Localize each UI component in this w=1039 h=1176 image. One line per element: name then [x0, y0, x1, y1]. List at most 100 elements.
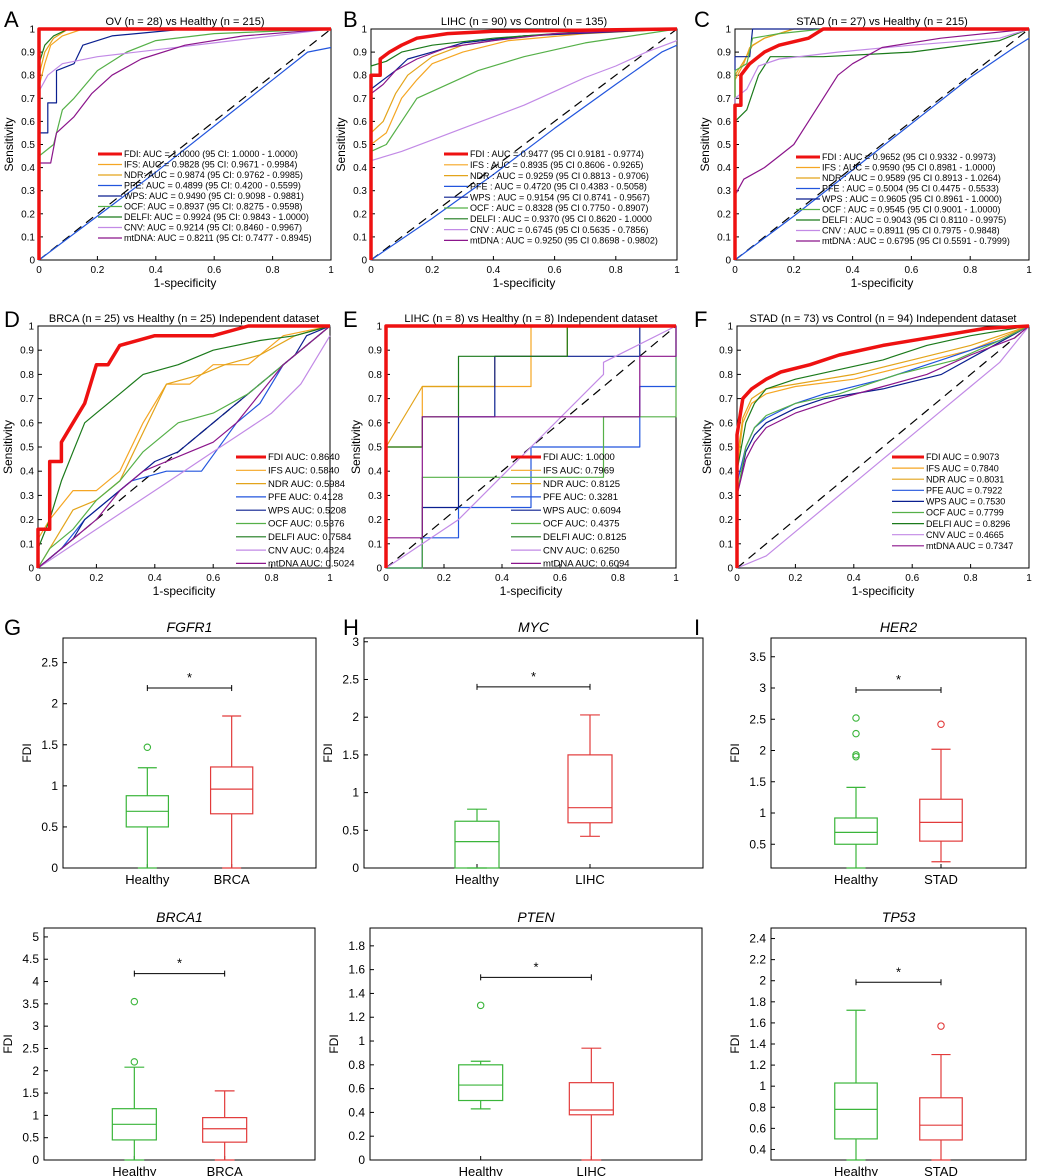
chance-diagonal [736, 325, 1030, 569]
y-tick-label: 0.2 [368, 515, 382, 526]
x-tick-label: 0.2 [437, 573, 451, 584]
y-tick-label: 1.2 [749, 1058, 766, 1072]
x-tick-label: 0.8 [964, 573, 978, 584]
roc-curve-mtdna [734, 28, 1030, 260]
y-axis-label: Sensitivity [334, 117, 348, 171]
panel-letter-g: G [4, 615, 21, 640]
y-tick-label: 4.5 [22, 952, 39, 966]
y-tick-label: 0.3 [20, 491, 34, 502]
x-tick-label: 0 [36, 265, 42, 276]
outlier-point [476, 1001, 485, 1010]
y-tick-label: 0.2 [353, 209, 367, 220]
plot-frame [770, 927, 1027, 1161]
x-tick-label: 1 [1026, 265, 1032, 276]
gene-title: MYC [518, 619, 550, 635]
x-axis-label: 1-specificity [852, 584, 915, 598]
y-tick-label: 1.6 [348, 963, 365, 977]
legend-entry-ocf: OCF AUC: 0.4375 [543, 519, 620, 530]
y-tick-label: 0.6 [368, 418, 382, 429]
legend-entry-ocf: OCF: AUC = 0.8937 (95 CI: 0.8275 - 0.959… [124, 202, 302, 212]
roc-curve-ocf [370, 28, 678, 260]
group-label-lihc: LIHC [575, 872, 605, 887]
plot-frame [62, 637, 317, 869]
y-tick-label: 0.9 [719, 346, 733, 357]
y-tick-label: 0 [32, 1153, 39, 1167]
box-iqr [567, 754, 613, 824]
y-tick-label: 0.8 [353, 71, 367, 82]
legend-entry-ocf: OCF : AUC = 0.9545 (95 CI 0.9001 - 1.000… [822, 205, 1000, 215]
legend-entry-wps: WPS : AUC = 0.9154 (95 CI 0.8741 - 0.956… [470, 192, 650, 202]
legend-entry-mtdna: mtDNA AUC: 0.5024 [268, 559, 355, 570]
chart-title: STAD (n = 27) vs Healthy (n = 215) [796, 16, 968, 28]
chance-diagonal [38, 28, 332, 261]
x-tick-label: 1 [1026, 573, 1032, 584]
outlier-point [143, 743, 152, 751]
legend-entry-pfe: PFE AUC: 0.4128 [268, 492, 343, 503]
x-tick-label: 1 [674, 265, 680, 276]
chart-title: BRCA (n = 25) vs Healthy (n = 25) Indepe… [49, 313, 319, 325]
y-tick-label: 0.1 [20, 539, 34, 550]
y-tick-label: 0.6 [348, 1082, 365, 1096]
x-tick-label: 0.4 [149, 265, 163, 276]
y-tick-label: 2.5 [41, 656, 58, 670]
y-tick-label: 1.4 [348, 986, 365, 1000]
y-axis-label: Sensitivity [1, 420, 15, 474]
chart-title: OV (n = 28) vs Healthy (n = 215) [106, 16, 265, 28]
legend-entry-pfe: PFE : AUC = 0.5004 (95 CI 0.4475 - 0.553… [822, 184, 999, 194]
y-axis-label: Sensitivity [698, 117, 712, 171]
y-tick-label: 0.5 [20, 443, 34, 454]
y-tick-label: 0 [358, 1153, 365, 1167]
gene-title: HER2 [880, 619, 918, 635]
outlier-point [130, 997, 139, 1006]
group-label-healthy: Healthy [459, 1164, 504, 1176]
group-label-healthy: Healthy [455, 872, 500, 887]
x-tick-label: 0.6 [206, 573, 220, 584]
y-tick-label: 0.1 [353, 232, 367, 243]
roc-curve-ifs [370, 28, 678, 260]
legend-entry-fdi: FDI : AUC = 0.9477 (95 CI 0.9181 - 0.977… [470, 149, 644, 159]
legend-entry-wps: WPS AUC: 0.6094 [543, 505, 621, 516]
y-tick-label: 0.7 [368, 394, 382, 405]
y-tick-label: 3.5 [749, 650, 766, 664]
x-tick-label: 0.6 [553, 573, 567, 584]
legend-entry-wps: WPS : AUC = 0.9605 (95 CI 0.8961 - 1.000… [822, 194, 1002, 204]
y-tick-label: 0 [352, 861, 359, 875]
legend-entry-fdi: FDI AUC = 0.9073 [926, 452, 999, 462]
roc-curve-ndr [736, 325, 1030, 568]
y-tick-label: 2.4 [749, 932, 766, 946]
y-tick-label: 0.5 [368, 443, 382, 454]
roc-curve-ocf [38, 28, 332, 260]
y-tick-label: 0.9 [20, 346, 34, 357]
y-tick-label: 0.5 [22, 1131, 39, 1145]
legend-entry-mtdna: mtDNA : AUC = 0.6795 (95 CI 0.5591 - 0.7… [822, 236, 1010, 246]
y-tick-label: 0.6 [717, 117, 731, 128]
legend-entry-ifs: IFS AUC: 0.7969 [543, 466, 614, 477]
y-tick-label: 0.6 [719, 418, 733, 429]
y-tick-label: 0.3 [717, 186, 731, 197]
chance-diagonal [370, 28, 678, 261]
x-tick-label: 0.8 [266, 265, 280, 276]
outlier-point [937, 1022, 945, 1030]
x-tick-label: 0.4 [486, 265, 500, 276]
y-tick-label: 1 [725, 25, 731, 36]
group-label-healthy: Healthy [834, 872, 879, 887]
y-tick-label: 1 [759, 806, 766, 820]
roc-curve-cnv [736, 325, 1030, 569]
gene-title: PTEN [517, 909, 555, 925]
y-tick-label: 2 [51, 697, 58, 711]
x-tick-label: 0.6 [905, 573, 919, 584]
legend-entry-mtdna: mtDNA : AUC = 0.9250 (95 CI 0.8698 - 0.9… [470, 236, 658, 246]
roc-curve-mtdna [370, 28, 678, 260]
group-label-stad: STAD [924, 872, 958, 887]
y-tick-label: 0.2 [717, 209, 731, 220]
x-tick-label: 0.2 [89, 573, 103, 584]
significance-star: * [187, 670, 192, 685]
legend-entry-cnv: CNV : AUC = 0.8911 (95 CI 0.7975 - 0.984… [822, 226, 1000, 236]
y-tick-label: 0.3 [719, 491, 733, 502]
x-tick-label: 0.6 [548, 265, 562, 276]
y-tick-label: 0.9 [368, 346, 382, 357]
y-axis-label: FDI [728, 743, 742, 762]
legend-entry-ndr: NDR : AUC = 0.9259 (95 CI 0.8813 - 0.970… [470, 171, 649, 181]
x-tick-label: 1 [673, 573, 679, 584]
roc-curve-delfi [736, 325, 1030, 568]
